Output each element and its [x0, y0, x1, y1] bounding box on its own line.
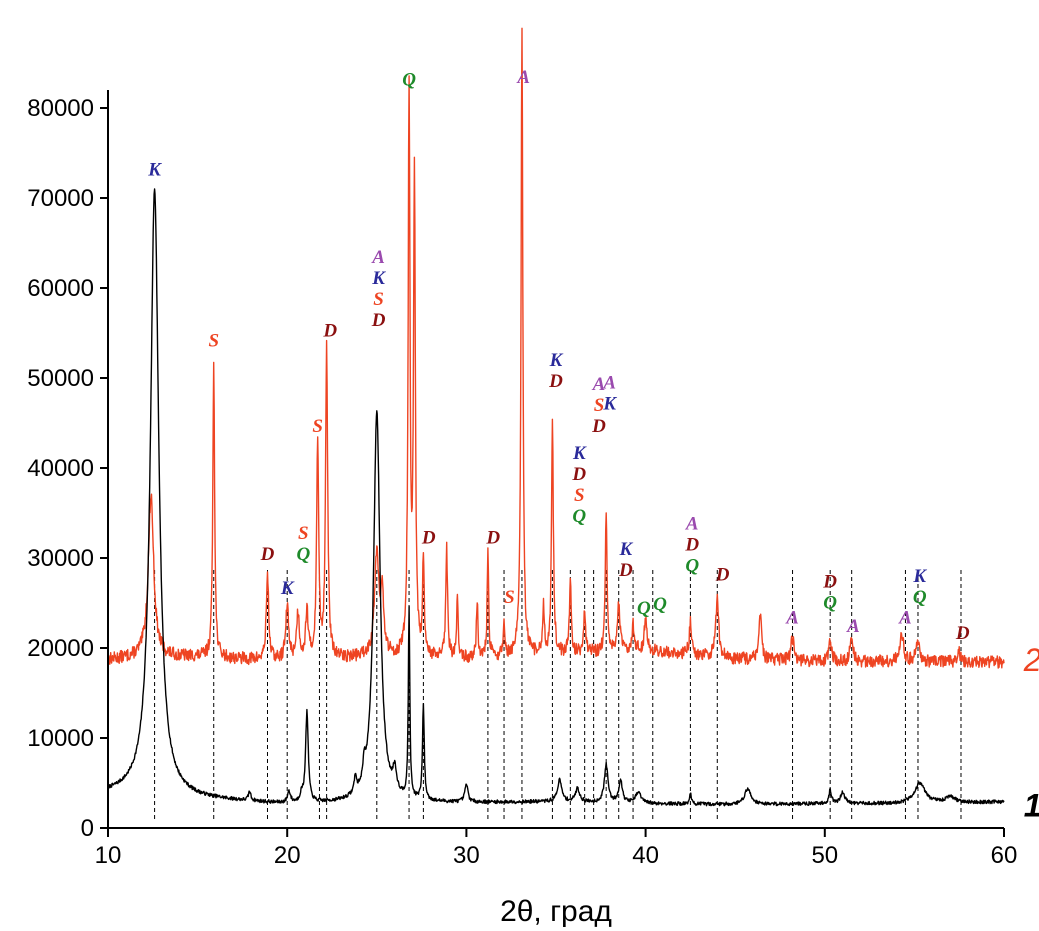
y-tick-label: 80000 [27, 95, 94, 122]
phase-label-A: A [898, 608, 912, 629]
phase-label-K: K [549, 350, 564, 371]
x-tick-label: 20 [274, 842, 301, 869]
y-tick-label: 50000 [27, 365, 94, 392]
x-tick-label: 40 [632, 842, 659, 869]
x-axis-title: 2θ, град [500, 895, 612, 928]
phase-label-S: S [594, 395, 605, 416]
phase-label-D: D [322, 321, 337, 342]
phase-label-Q: Q [823, 592, 837, 613]
ticks: 10 20 30 40 50 60 0 10000 20000 30000 40000 50000 60… [27, 95, 1017, 869]
phase-label-Q: Q [572, 506, 586, 527]
phase-label-A: A [846, 616, 860, 637]
phase-label-Q: Q [296, 544, 310, 565]
phase-label-S: S [312, 416, 323, 437]
y-tick-label: 0 [81, 815, 94, 842]
phase-label-D: D [715, 565, 730, 586]
phase-label-K: K [602, 394, 617, 415]
phase-label-Q: Q [402, 70, 416, 91]
phase-label-S: S [504, 587, 515, 608]
phase-label-K: K [572, 443, 587, 464]
x-tick-label: 30 [453, 842, 480, 869]
phase-label-Q: Q [637, 598, 651, 619]
phase-label-A: A [685, 514, 699, 535]
phase-label-K: K [912, 566, 927, 587]
x-tick-label: 10 [95, 842, 122, 869]
phase-label-D: D [260, 544, 275, 565]
phase-label-K: K [147, 160, 162, 181]
phase-label-K: K [619, 539, 634, 560]
series-labels: 21 [1023, 642, 1039, 824]
phase-label-A: A [785, 608, 799, 629]
x-tick-label: 60 [991, 842, 1018, 869]
phase-label-S: S [574, 485, 585, 506]
phase-label-D: D [571, 464, 586, 485]
y-tick-label: 60000 [27, 275, 94, 302]
series-label-2: 2 [1023, 642, 1039, 678]
x-tick-label: 50 [811, 842, 838, 869]
phase-label-S: S [373, 289, 384, 310]
axes [107, 90, 1004, 829]
phase-label-D: D [485, 528, 500, 549]
phase-label-D: D [955, 623, 970, 644]
series-label-1: 1 [1024, 788, 1039, 824]
phase-label-S: S [208, 331, 219, 352]
y-tick-label: 40000 [27, 455, 94, 482]
phase-label-D: D [822, 571, 837, 592]
series-1-line [107, 188, 1005, 807]
series-2-line [107, 27, 1005, 669]
phase-label-D: D [591, 416, 606, 437]
phase-label-D: D [371, 310, 386, 331]
reference-lines [154, 567, 962, 819]
y-tick-label: 30000 [27, 545, 94, 572]
phase-label-S: S [298, 523, 309, 544]
y-tick-label: 20000 [27, 635, 94, 662]
phase-label-K: K [280, 578, 295, 599]
phase-label-D: D [618, 560, 633, 581]
y-tick-label: 10000 [27, 725, 94, 752]
phase-label-A: A [602, 373, 616, 394]
y-tick-label: 70000 [27, 185, 94, 212]
phase-label-Q: Q [913, 587, 927, 608]
phase-label-Q: Q [653, 594, 667, 615]
phase-label-A: A [516, 67, 530, 88]
phase-label-D: D [421, 528, 436, 549]
phase-label-A: A [592, 374, 606, 395]
phase-label-Q: Q [685, 556, 699, 577]
phase-label-A: A [371, 247, 385, 268]
phase-label-D: D [548, 371, 563, 392]
phase-label-K: K [371, 268, 386, 289]
phase-label-D: D [684, 535, 699, 556]
series-layer [107, 27, 1005, 807]
